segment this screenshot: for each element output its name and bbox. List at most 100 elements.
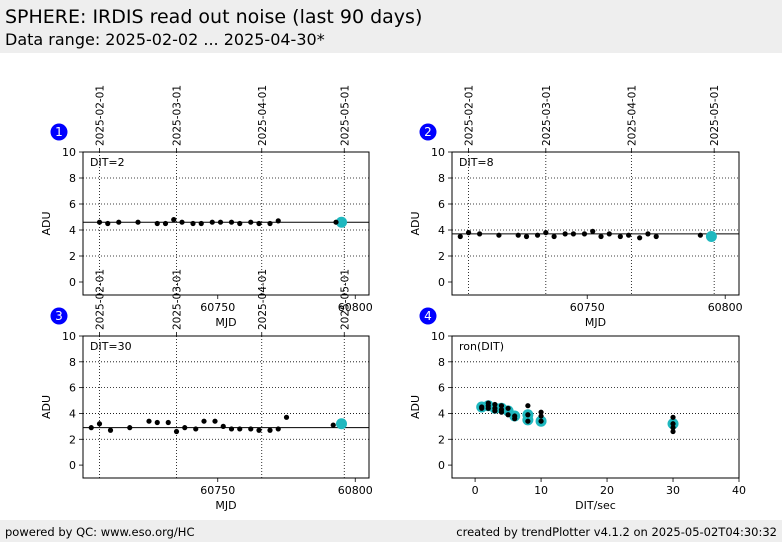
data-point xyxy=(606,231,612,237)
y-tick-label: 10 xyxy=(62,146,76,159)
y-tick-label: 0 xyxy=(69,459,76,472)
y-tick-label: 8 xyxy=(69,356,76,369)
x-tick-label: 60800 xyxy=(338,484,373,497)
highlight-point xyxy=(336,418,347,430)
data-point xyxy=(538,413,544,419)
y-tick-label: 2 xyxy=(69,250,76,263)
x-axis-label: MJD xyxy=(215,499,236,512)
data-point xyxy=(697,232,703,238)
data-point xyxy=(670,414,676,420)
data-point xyxy=(590,228,596,234)
date-tick-label: 2025-04-01 xyxy=(626,85,638,146)
data-point xyxy=(498,409,505,415)
data-point xyxy=(275,218,281,224)
y-tick-label: 6 xyxy=(438,382,445,395)
data-point xyxy=(267,220,273,227)
panel-number-label: 3 xyxy=(55,309,63,323)
y-tick-label: 10 xyxy=(62,330,76,343)
x-tick-label: 60800 xyxy=(708,301,743,314)
data-point xyxy=(670,425,676,431)
data-point xyxy=(237,426,243,432)
x-tick-label: 0 xyxy=(472,484,479,497)
plot-frame xyxy=(451,335,740,479)
data-point xyxy=(248,219,254,225)
data-point xyxy=(538,409,544,415)
date-tick-label: 2025-04-01 xyxy=(257,269,269,330)
data-point xyxy=(457,233,463,240)
y-tick-label: 0 xyxy=(69,276,76,289)
data-point xyxy=(523,233,530,240)
data-point xyxy=(283,414,290,420)
report-title: SPHERE: IRDIS read out noise (last 90 da… xyxy=(5,6,423,28)
date-tick-label: 2025-02-01 xyxy=(95,269,107,330)
data-point xyxy=(193,426,199,432)
data-point xyxy=(333,219,339,225)
data-point xyxy=(198,220,204,227)
plot-frame xyxy=(82,335,370,479)
data-point xyxy=(485,405,491,411)
data-point xyxy=(534,232,541,238)
data-point xyxy=(562,231,568,237)
chart-panel-2: 2025-02-01 2025-03-01 2025-04-01 2025-05-01… xyxy=(409,85,743,329)
y-axis-label: ADU xyxy=(40,395,53,419)
data-point xyxy=(465,230,472,236)
data-point xyxy=(107,427,114,433)
data-point xyxy=(492,401,498,408)
data-point xyxy=(179,219,185,225)
data-point xyxy=(512,416,518,422)
data-point xyxy=(217,219,224,225)
data-point xyxy=(626,232,632,238)
data-point xyxy=(543,230,549,236)
data-point xyxy=(209,219,215,225)
y-tick-label: 4 xyxy=(438,224,445,237)
y-axis-label: ADU xyxy=(409,211,422,235)
data-point xyxy=(570,231,577,237)
y-tick-label: 8 xyxy=(69,172,76,185)
data-point xyxy=(220,423,226,429)
data-point xyxy=(96,421,103,427)
report-header: SPHERE: IRDIS read out noise (last 90 da… xyxy=(0,0,782,53)
date-tick-label: 2025-02-01 xyxy=(95,85,107,146)
y-tick-label: 6 xyxy=(69,198,76,211)
x-tick-label: 60750 xyxy=(200,484,235,497)
x-tick-label: 20 xyxy=(600,484,614,497)
y-tick-label: 4 xyxy=(69,224,76,237)
date-tick-label: 2025-04-01 xyxy=(257,85,269,146)
date-tick-label: 2025-05-01 xyxy=(339,85,351,146)
data-point xyxy=(670,428,676,435)
panel-annotation: DIT=30 xyxy=(90,340,132,353)
data-point xyxy=(162,220,169,227)
data-point xyxy=(135,219,141,225)
date-tick-label: 2025-03-01 xyxy=(172,269,184,330)
y-tick-label: 4 xyxy=(69,407,76,420)
data-point xyxy=(637,235,643,241)
panel-number-badge xyxy=(419,307,437,325)
data-point xyxy=(551,233,557,240)
y-tick-label: 10 xyxy=(431,330,445,343)
data-point xyxy=(256,427,262,433)
data-point xyxy=(515,232,521,238)
data-point xyxy=(476,231,483,237)
panel-number-badge xyxy=(419,123,437,141)
x-axis-label: DIT/sec xyxy=(575,499,616,512)
data-point xyxy=(525,403,531,409)
footer-created-by: created by trendPlotter v4.1.2 on 2025-0… xyxy=(456,525,777,539)
panel-annotation: DIT=8 xyxy=(459,156,494,169)
y-tick-label: 0 xyxy=(438,276,445,289)
x-tick-label: 30 xyxy=(666,484,680,497)
data-point xyxy=(581,231,588,237)
panel-annotation: DIT=2 xyxy=(90,156,125,169)
y-axis-label: ADU xyxy=(409,395,422,419)
panel-number-badge xyxy=(50,307,68,325)
data-point xyxy=(330,422,336,428)
data-point xyxy=(670,421,676,427)
date-tick-label: 2025-05-01 xyxy=(709,85,721,146)
data-point xyxy=(492,408,498,414)
x-tick-label: 60800 xyxy=(338,301,373,314)
data-point xyxy=(165,419,171,426)
data-point xyxy=(598,233,604,240)
panel-annotation: ron(DIT) xyxy=(459,340,504,353)
footer-powered-by: powered by QC: www.eso.org/HC xyxy=(5,525,195,539)
data-point xyxy=(105,220,111,227)
